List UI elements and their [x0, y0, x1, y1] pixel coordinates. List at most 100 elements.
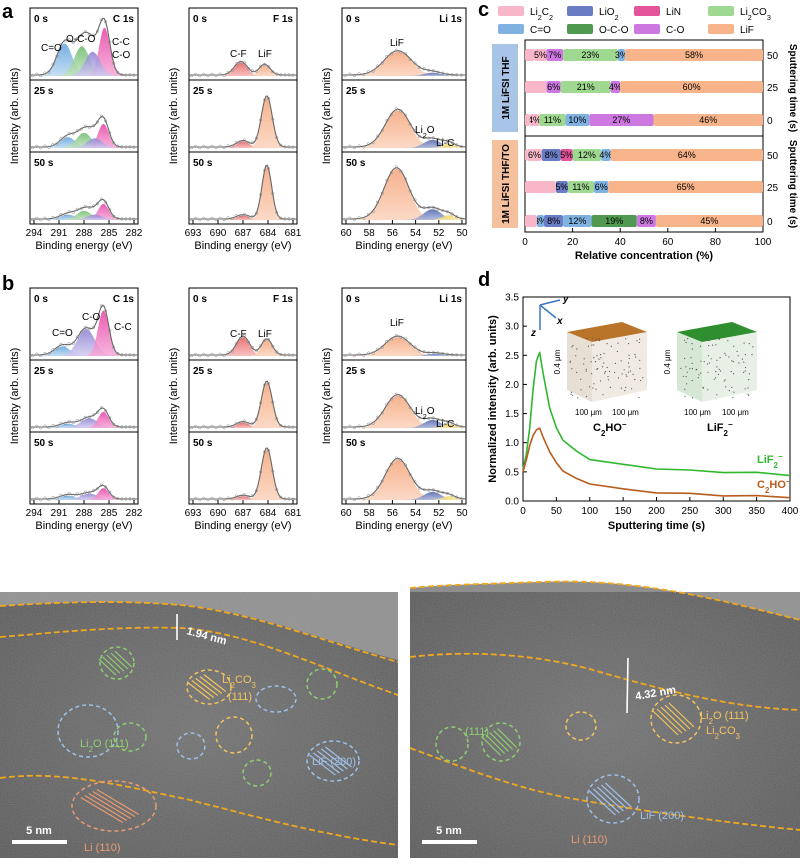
- data-point: [279, 423, 283, 428]
- fitted-peak: [342, 143, 466, 148]
- crystal-label: (111): [465, 726, 489, 738]
- fitted-peak: [189, 448, 297, 500]
- y-axis-label: Sputtering time (s): [787, 140, 798, 228]
- cube-particle: [691, 368, 694, 370]
- data-point: [441, 418, 445, 422]
- peak-label: C-C: [112, 37, 130, 48]
- fitted-peak: [30, 46, 138, 76]
- cube-particle: [695, 369, 697, 371]
- data-point: [357, 216, 361, 220]
- data-point: [271, 192, 275, 196]
- data-point: [343, 146, 347, 150]
- time-label: 25 s: [346, 366, 366, 377]
- inset-scale-xy: 100 μm: [612, 408, 639, 417]
- data-point: [35, 496, 39, 500]
- x-tick-label: 300: [715, 506, 732, 517]
- cube-particle: [738, 362, 740, 364]
- cube-particle: [732, 396, 734, 399]
- data-point: [222, 73, 226, 77]
- data-point: [238, 421, 242, 425]
- fitted-peak: [30, 411, 138, 428]
- cube-particle: [732, 373, 735, 375]
- sei-boundary: [409, 580, 800, 621]
- cube-particle: [697, 377, 699, 379]
- peak-label: C-O: [82, 312, 101, 323]
- data-point: [31, 498, 35, 502]
- bar-value-label: 19%: [605, 216, 623, 226]
- cube-particle: [684, 357, 686, 360]
- data-point: [198, 498, 202, 502]
- data-point: [287, 353, 291, 357]
- data-point: [99, 304, 104, 308]
- data-point: [91, 325, 96, 329]
- data-point: [431, 350, 435, 354]
- data-point: [218, 424, 222, 428]
- legend-label: O-C-O: [599, 25, 629, 36]
- cube-particle: [707, 389, 709, 391]
- data-point: [222, 146, 226, 150]
- data-point: [87, 415, 91, 419]
- cube-face: [702, 332, 757, 402]
- fitted-peak: [342, 72, 466, 76]
- cube-particle: [607, 376, 609, 378]
- data-point: [291, 353, 295, 357]
- data-point: [124, 497, 128, 501]
- fitted-peak: [30, 138, 138, 148]
- data-point: [214, 354, 218, 358]
- data-point: [417, 65, 422, 70]
- panel-label-d: d: [478, 269, 490, 291]
- data-point: [222, 498, 226, 502]
- x-tick-label: 60: [340, 228, 352, 239]
- inset-axis-label: z: [530, 328, 536, 339]
- data-point: [112, 422, 116, 426]
- sputtering-time-label: 25: [767, 183, 779, 194]
- data-point: [124, 73, 128, 77]
- data-point: [267, 382, 271, 386]
- data-point: [87, 491, 91, 495]
- time-label: 50 s: [193, 438, 213, 449]
- lattice-fringe: [325, 746, 352, 768]
- data-point: [63, 343, 67, 347]
- bar-segment: [525, 49, 535, 61]
- data-point: [427, 206, 431, 210]
- data-point: [35, 144, 39, 148]
- cube-particle: [715, 344, 717, 346]
- fitted-peak: [342, 168, 466, 220]
- data-point: [87, 206, 91, 210]
- data-point: [275, 210, 279, 214]
- data-point: [287, 425, 291, 429]
- cube-particle: [599, 354, 602, 356]
- data-point: [417, 416, 422, 420]
- data-point: [128, 353, 132, 357]
- fitted-peak: [189, 215, 297, 220]
- crystal-label: Li2O (111): [700, 710, 749, 726]
- cube-particle: [629, 370, 632, 372]
- bar-segment: [525, 181, 556, 193]
- crystal-domain: [565, 711, 597, 741]
- data-point: [362, 145, 366, 149]
- sputtering-time-label: 50: [767, 151, 779, 162]
- bar-value-label: 7%: [548, 50, 561, 60]
- data-point: [234, 341, 238, 345]
- cube-particle: [731, 360, 733, 362]
- data-point: [459, 425, 463, 429]
- data-point: [431, 488, 435, 492]
- data-point: [371, 421, 375, 425]
- x-tick-label: 150: [615, 506, 632, 517]
- data-point: [459, 73, 463, 77]
- data-point: [357, 144, 361, 148]
- data-point: [259, 193, 263, 197]
- bar-segment: [572, 149, 602, 161]
- cube-particle: [594, 361, 597, 363]
- data-point: [75, 335, 79, 339]
- data-point: [214, 426, 218, 430]
- bar-segment: [546, 81, 561, 93]
- xps-a-f1s: Intensity (arb. units) 0 s 25 s 50 s F 1s 693…: [168, 7, 302, 252]
- bar-value-label: 6%: [595, 182, 608, 192]
- data-point: [124, 145, 128, 149]
- data-point: [352, 354, 356, 358]
- cube-particle: [603, 362, 605, 364]
- data-point: [371, 492, 375, 496]
- cube-particle: [580, 378, 582, 380]
- y-tick-label: 1.0: [505, 438, 519, 449]
